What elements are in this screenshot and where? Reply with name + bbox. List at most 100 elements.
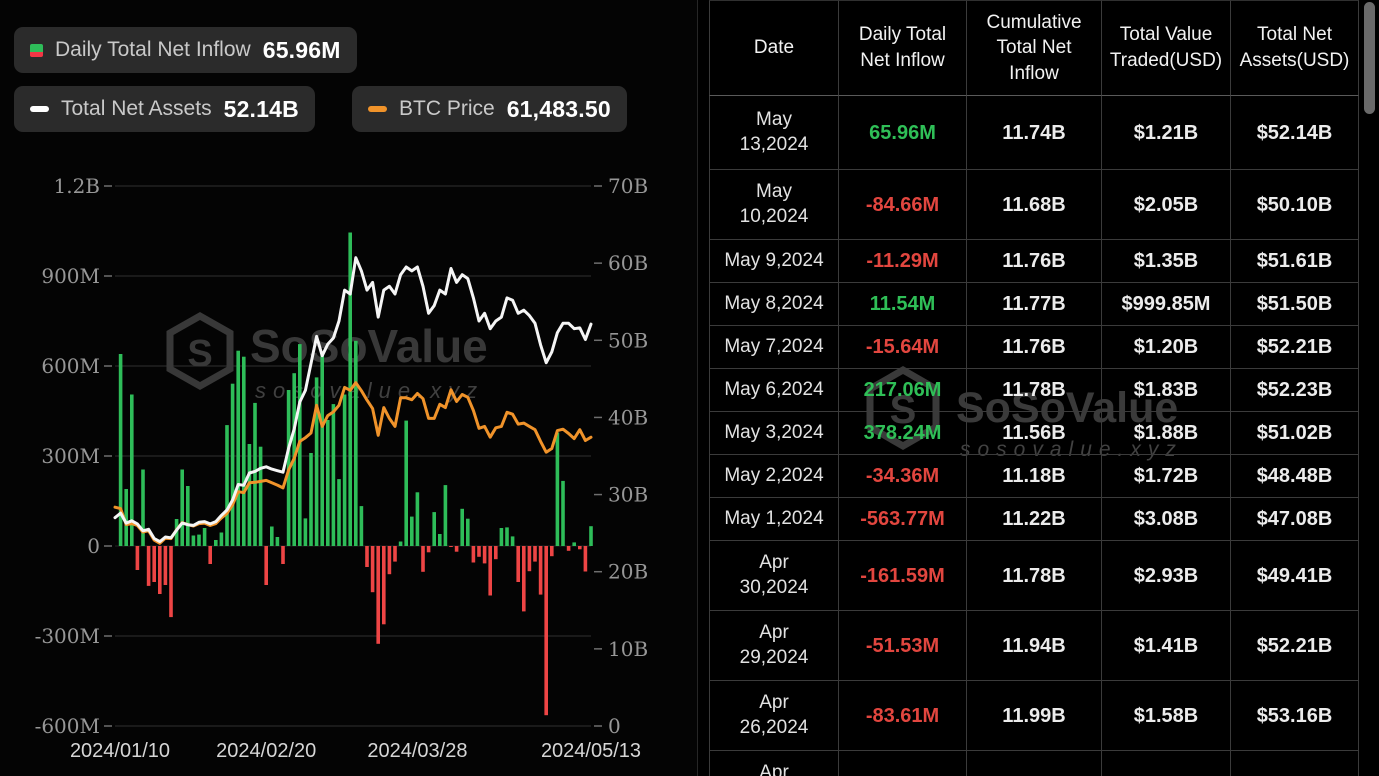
row-date: May 13,2024 (709, 96, 839, 170)
daily-inflow-bar (354, 340, 358, 546)
daily-inflow-bar (426, 546, 431, 553)
row-cumulative-inflow: 11.68B (967, 170, 1102, 240)
row-date: May 6,2024 (709, 369, 839, 412)
daily-inflow-bar (454, 546, 459, 552)
row-date: May 3,2024 (709, 412, 839, 455)
column-header[interactable]: Date (709, 0, 839, 96)
row-daily-inflow: 217.06M (839, 369, 967, 412)
daily-inflow-bar (281, 546, 285, 564)
daily-inflow-bar (466, 518, 470, 546)
daily-inflow-bar (309, 453, 313, 546)
row-net-assets: $52.21B (1231, 611, 1359, 681)
daily-inflow-bar (214, 540, 218, 546)
daily-inflow-bar (359, 506, 364, 546)
daily-inflow-bar (510, 536, 515, 546)
daily-inflow-bar (365, 546, 369, 567)
row-value-traded: $1.21B (1102, 96, 1231, 170)
row-value-traded: $3.08B (1102, 498, 1231, 541)
daily-inflow-bar (225, 425, 229, 546)
legend-btc-price[interactable]: BTC Price 61,483.50 (352, 86, 627, 132)
row-cumulative-inflow: 12.08B (967, 751, 1102, 776)
right-axis-label: 50B (608, 328, 648, 352)
daily-inflow-bar (130, 394, 134, 546)
daily-inflow-bar (186, 486, 190, 546)
daily-inflow-bar (477, 546, 481, 557)
table-scrollbar-thumb[interactable] (1364, 2, 1375, 114)
row-net-assets: $49.41B (1231, 541, 1359, 611)
legend-total-net-assets[interactable]: Total Net Assets 52.14B (14, 86, 315, 132)
legend-daily-net-inflow[interactable]: Daily Total Net Inflow 65.96M (14, 27, 357, 73)
daily-inflow-bar (264, 546, 268, 585)
row-value-traded: $1.41B (1102, 611, 1231, 681)
row-net-assets: $51.50B (1231, 283, 1359, 326)
row-daily-inflow: -15.64M (839, 326, 967, 369)
x-axis-label: 2024/01/10 (70, 740, 170, 762)
btc-line-icon (368, 106, 387, 112)
daily-inflow-bar (303, 518, 308, 546)
row-daily-inflow: 65.96M (839, 96, 967, 170)
daily-inflow-bar (387, 546, 392, 575)
daily-inflow-bar (258, 446, 263, 546)
daily-inflow-bar (432, 512, 436, 546)
row-date: May 8,2024 (709, 283, 839, 326)
watermark-brand: SoSoValue (250, 320, 488, 372)
row-net-assets: $53.16B (1231, 681, 1359, 751)
daily-inflow-bar (544, 546, 548, 716)
legend-label: Daily Total Net Inflow (55, 38, 251, 61)
daily-inflow-bar (320, 351, 324, 546)
row-daily-inflow: -84.66M (839, 170, 967, 240)
daily-inflow-bar (578, 546, 582, 550)
column-header[interactable]: Total Net Assets(USD) (1231, 0, 1359, 96)
right-axis-label: 20B (608, 560, 648, 584)
daily-inflow-bar (141, 469, 145, 546)
row-date: May 9,2024 (709, 240, 839, 283)
daily-inflow-bar (158, 546, 162, 594)
daily-inflow-bar (527, 546, 532, 572)
assets-line-icon (30, 106, 49, 112)
right-axis-label: 60B (608, 251, 648, 275)
daily-inflow-bar (275, 537, 280, 546)
daily-inflow-bar (331, 404, 336, 546)
daily-inflow-bar (247, 444, 252, 546)
right-axis-label: 10B (608, 637, 648, 661)
chart-panel: Daily Total Net Inflow 65.96M Total Net … (14, 0, 698, 776)
row-value-traded: $1.88B (1102, 412, 1231, 455)
daily-inflow-bar (230, 383, 235, 546)
row-cumulative-inflow: 11.18B (967, 455, 1102, 498)
watermark-logo-letter: S (187, 333, 212, 375)
daily-inflow-bar (314, 377, 319, 546)
left-axis-label: 900M (41, 264, 100, 288)
column-header[interactable]: Daily Total Net Inflow (839, 0, 967, 96)
daily-inflow-bar (438, 534, 442, 546)
row-cumulative-inflow: 11.76B (967, 240, 1102, 283)
row-date: Apr 26,2024 (709, 681, 839, 751)
daily-inflow-bar (393, 546, 397, 562)
legend-label: BTC Price (399, 97, 495, 120)
row-cumulative-inflow: 11.94B (967, 611, 1102, 681)
row-cumulative-inflow: 11.78B (967, 541, 1102, 611)
daily-inflow-bar (421, 546, 425, 572)
row-date: Apr25,2024 (709, 751, 839, 776)
row-cumulative-inflow: 11.77B (967, 283, 1102, 326)
row-net-assets: $52.23B (1231, 369, 1359, 412)
row-net-assets: $52.21B (1231, 326, 1359, 369)
daily-inflow-bar (197, 534, 201, 546)
row-value-traded: $1.83B (1102, 369, 1231, 412)
daily-inflow-bar (169, 546, 173, 618)
row-date: May 2,2024 (709, 455, 839, 498)
row-daily-inflow: -563.77M (839, 498, 967, 541)
daily-inflow-bar (505, 527, 509, 546)
column-header[interactable]: Total Value Traded(USD) (1102, 0, 1231, 96)
daily-inflow-bar (449, 546, 453, 547)
right-axis-label: 30B (608, 483, 648, 507)
daily-inflow-bar (404, 420, 408, 546)
daily-inflow-bar (460, 508, 464, 546)
etf-flow-chart: 1.2B 900M 600M 300M 0 -300M -600M 70B 60B 50B 40B 3… (35, 174, 649, 762)
inflow-bar-icon (30, 43, 43, 57)
daily-inflow-bar (253, 402, 257, 546)
daily-inflow-bar (376, 546, 380, 644)
x-axis-label: 2024/03/28 (367, 740, 467, 762)
column-header[interactable]: Cumulative Total Net Inflow (967, 0, 1102, 96)
x-axis-label: 2024/02/20 (216, 740, 316, 762)
daily-inflow-bar (550, 546, 554, 557)
